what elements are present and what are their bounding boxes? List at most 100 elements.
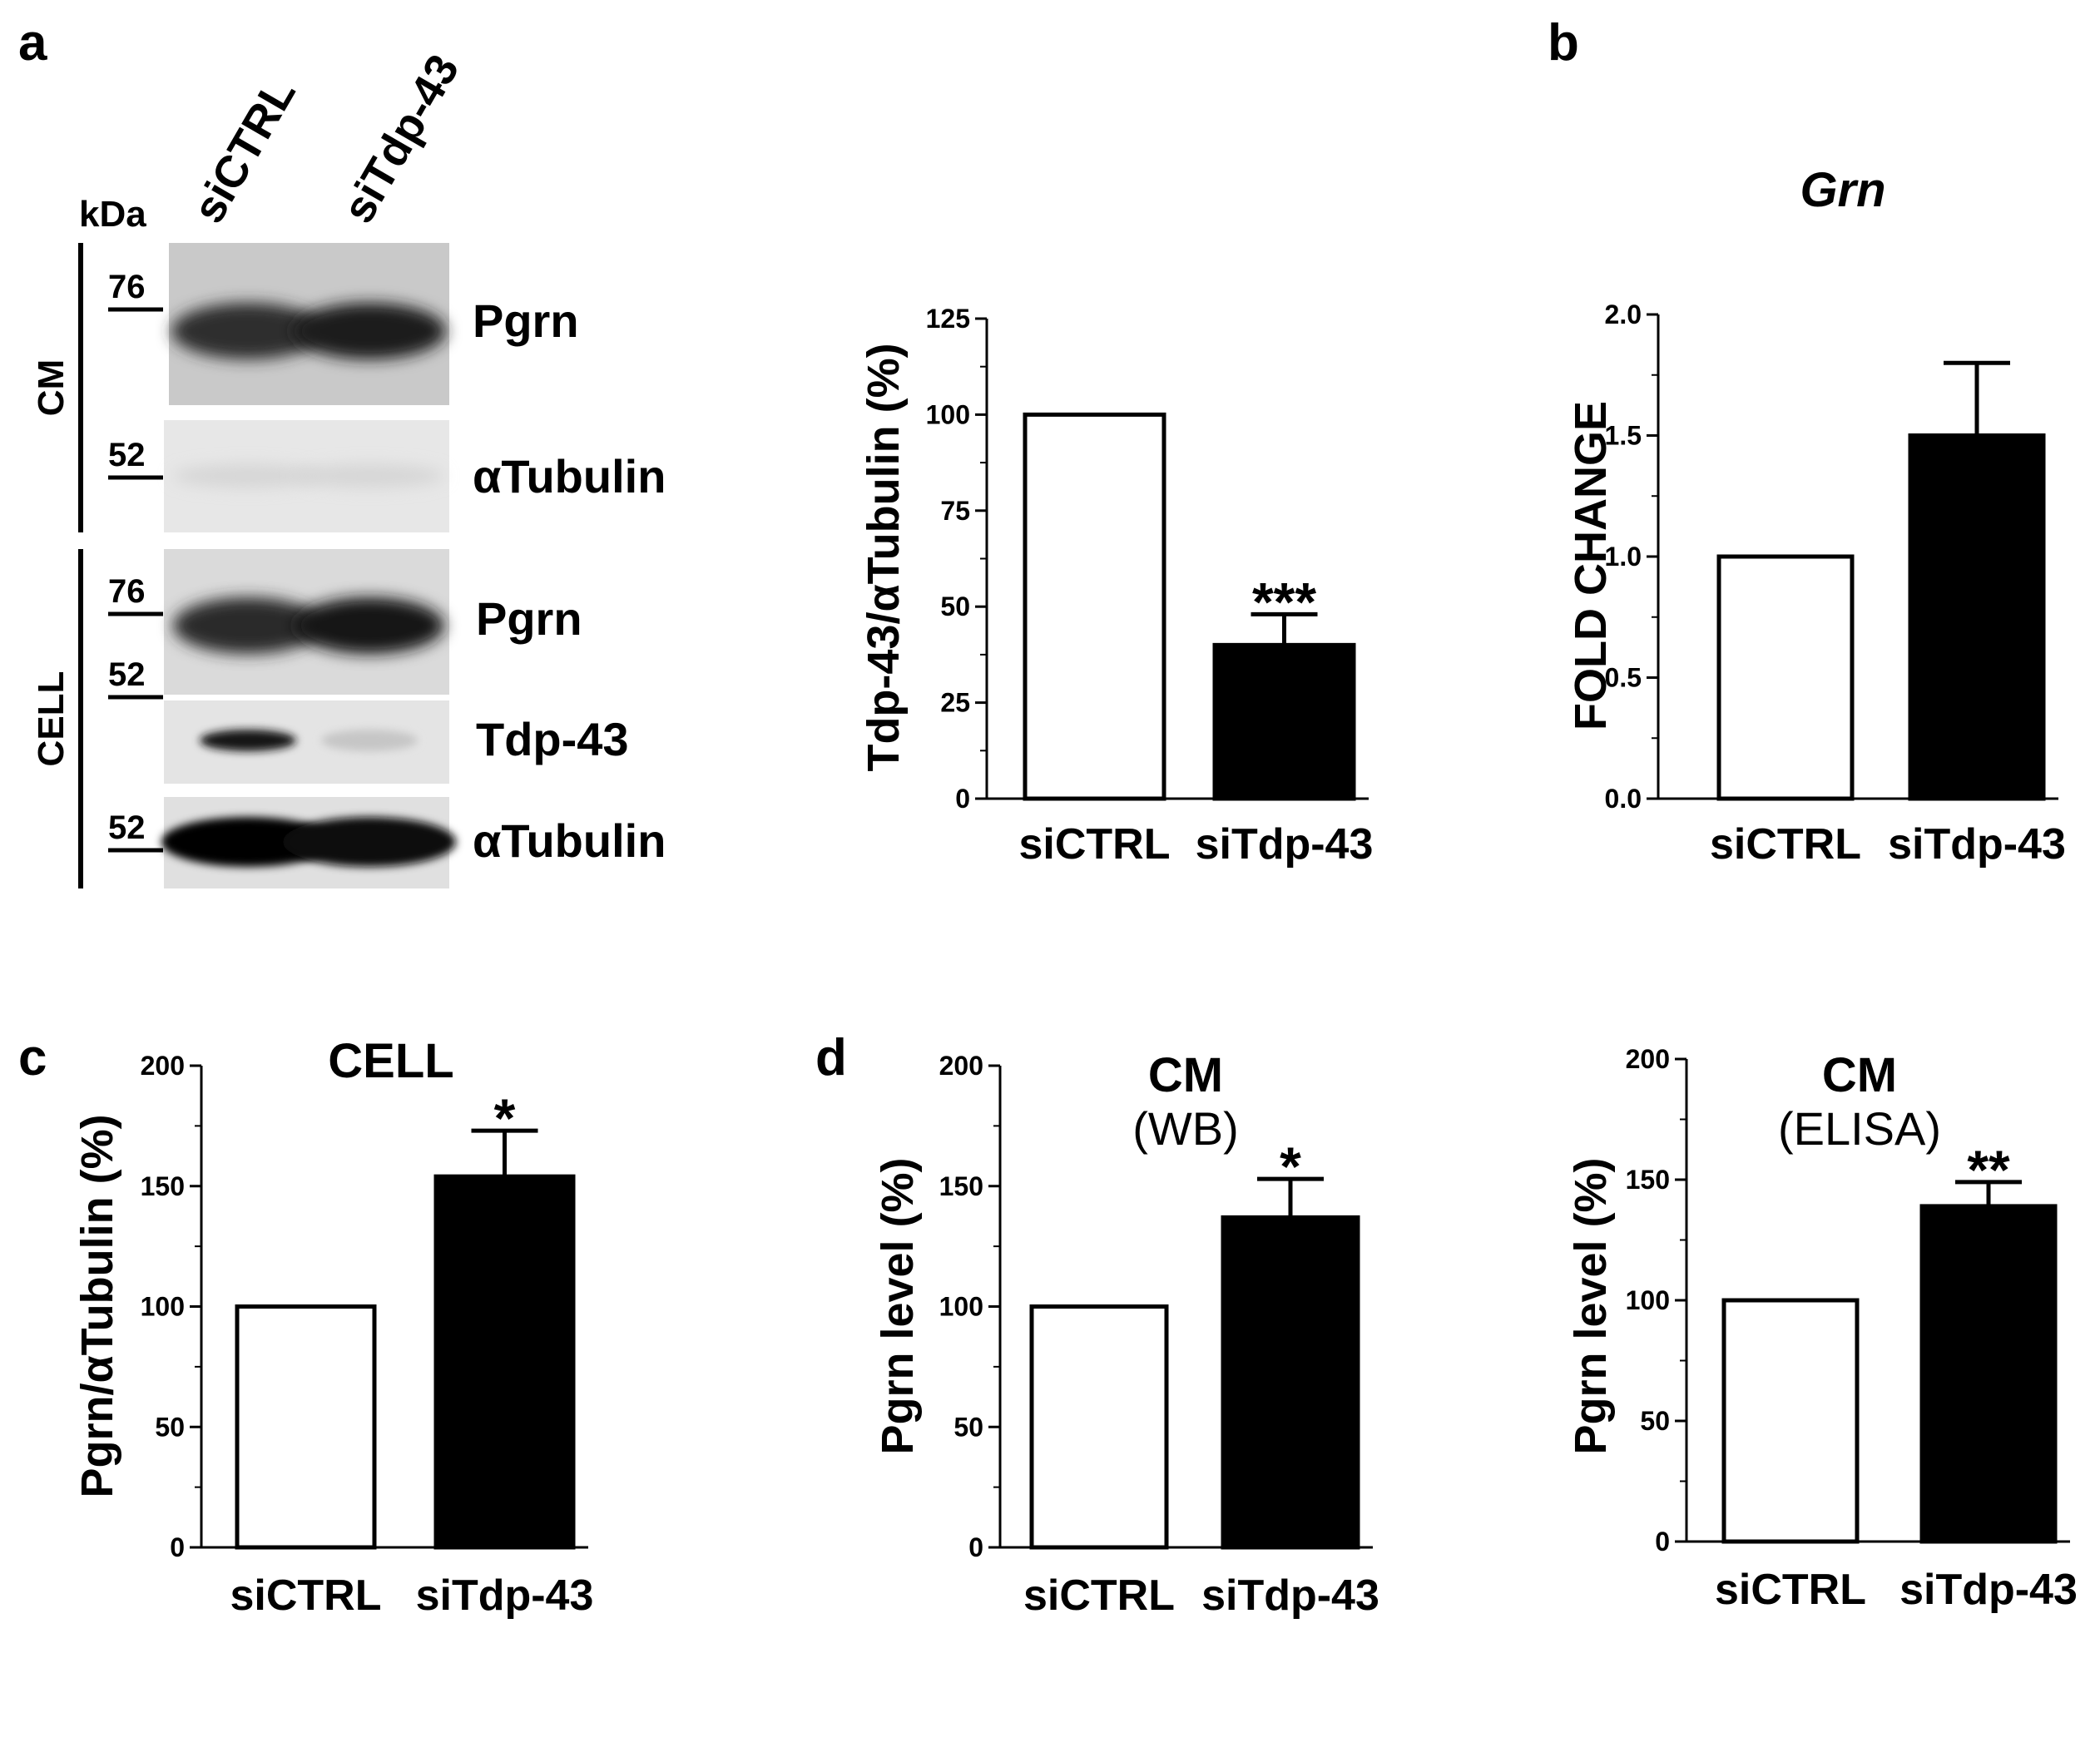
y-tick-label: 0 bbox=[1655, 1527, 1670, 1557]
svg-text:52: 52 bbox=[108, 437, 146, 473]
chart-subtitle: (ELISA) bbox=[1778, 1102, 1941, 1155]
y-tick-label: 2.0 bbox=[1605, 299, 1642, 329]
bar-siTdp-43 bbox=[1212, 642, 1356, 801]
bar-siTdp-43 bbox=[433, 1174, 576, 1550]
chart-a_quant: 0 25 50 75 100 125 Tdp-43/αTubulin (%) siCTRL **… bbox=[859, 304, 1373, 869]
y-tick-label: 75 bbox=[940, 496, 970, 526]
panel-letter-c: c bbox=[18, 1029, 47, 1086]
group-label-cm: CM bbox=[31, 359, 72, 416]
kda-label: kDa bbox=[79, 194, 146, 235]
blot-row-label-tubulin-cm: αTubulin bbox=[473, 450, 666, 502]
marker-52-cell: 52 bbox=[108, 656, 163, 700]
y-axis-label: Tdp-43/αTubulin (%) bbox=[859, 343, 909, 771]
y-axis-label: FOLD CHANGE bbox=[1566, 401, 1616, 730]
y-tick-label: 200 bbox=[1626, 1044, 1670, 1074]
chart-d_elisa: CM(ELISA) 0 50 100 150 200 Pgrn level (%) siCTR… bbox=[1566, 1044, 2078, 1614]
chart-c_cell: CELL 0 50 100 150 200 Pgrn/αTubulin (%) siCTRL *… bbox=[72, 1034, 593, 1620]
y-tick-label: 150 bbox=[939, 1171, 983, 1201]
significance-marker: * bbox=[494, 1087, 516, 1149]
x-category-label: siCTRL bbox=[1715, 1566, 1866, 1614]
chart-d_wb: CM(WB) 0 50 100 150 200 Pgrn level (%) siCTRL * s… bbox=[873, 1048, 1379, 1620]
significance-marker: * bbox=[1280, 1136, 1301, 1197]
blot-row-label-tubulin-cell: αTubulin bbox=[473, 814, 666, 867]
y-tick-label: 0 bbox=[968, 1532, 983, 1562]
y-tick-label: 0.5 bbox=[1605, 663, 1642, 693]
panel-letter-d: d bbox=[815, 1029, 847, 1086]
bar-siCTRL bbox=[1721, 1298, 1860, 1544]
blot-band bbox=[283, 817, 456, 867]
y-tick-label: 150 bbox=[141, 1171, 185, 1201]
bar-siCTRL bbox=[1716, 554, 1855, 801]
y-tick-label: 150 bbox=[1626, 1165, 1670, 1195]
marker-52-cm: 52 bbox=[108, 437, 163, 480]
y-tick-label: 1.0 bbox=[1605, 542, 1642, 572]
x-category-label: siTdp-43 bbox=[1888, 820, 2066, 869]
blot-band bbox=[295, 464, 444, 488]
blot-band bbox=[161, 817, 334, 867]
chart-b_grn: Grn 0.0 0.5 1.0 1.5 2.0 FOLD CHANGE siCTRL siTdp… bbox=[1566, 163, 2066, 869]
blot-band bbox=[171, 303, 324, 359]
bar-siTdp-43 bbox=[1221, 1215, 1360, 1550]
y-tick-label: 0 bbox=[170, 1532, 185, 1562]
y-axis-label: Pgrn/αTubulin (%) bbox=[72, 1114, 122, 1497]
x-category-label: siTdp-43 bbox=[1899, 1566, 2078, 1614]
svg-text:76: 76 bbox=[108, 269, 146, 305]
y-tick-label: 100 bbox=[1626, 1285, 1670, 1315]
panel-letter-a: a bbox=[18, 14, 47, 72]
svg-text:76: 76 bbox=[108, 573, 146, 610]
y-tick-label: 100 bbox=[939, 1292, 983, 1322]
y-tick-label: 50 bbox=[940, 591, 970, 621]
marker-76-cm: 76 bbox=[108, 269, 163, 312]
y-tick-label: 1.5 bbox=[1605, 421, 1642, 451]
chart-title: Grn bbox=[1800, 163, 1885, 217]
x-category-label: siTdp-43 bbox=[416, 1571, 594, 1620]
y-tick-label: 100 bbox=[926, 399, 970, 429]
bar-siCTRL bbox=[1029, 1304, 1169, 1550]
lane-label-siCTRL: siCTRL bbox=[183, 70, 305, 231]
chart-title: CM bbox=[1148, 1048, 1223, 1102]
chart-title: CELL bbox=[328, 1034, 453, 1088]
svg-text:52: 52 bbox=[108, 656, 146, 693]
bar-siTdp-43 bbox=[1919, 1204, 2058, 1544]
svg-text:52: 52 bbox=[108, 809, 146, 846]
group-label-cell: CELL bbox=[31, 671, 72, 767]
x-category-label: siCTRL bbox=[230, 1571, 382, 1620]
x-category-label: siTdp-43 bbox=[1196, 820, 1374, 869]
x-category-label: siCTRL bbox=[1710, 820, 1861, 869]
significance-marker: *** bbox=[1252, 571, 1316, 632]
y-tick-label: 50 bbox=[1640, 1406, 1670, 1436]
western-blot: kDa siCTRL siTdp-43 CM CELL 76 52 76 52 bbox=[31, 47, 666, 888]
bar-siTdp-43 bbox=[1908, 433, 2046, 801]
y-tick-label: 50 bbox=[155, 1412, 185, 1442]
x-category-label: siCTRL bbox=[1019, 820, 1171, 869]
y-tick-label: 200 bbox=[939, 1051, 983, 1081]
blot-band bbox=[321, 730, 418, 751]
blot-band bbox=[200, 730, 296, 751]
y-tick-label: 125 bbox=[926, 304, 970, 334]
y-tick-label: 0 bbox=[955, 784, 970, 814]
marker-76-cell: 76 bbox=[108, 573, 163, 616]
panel-letter-b: b bbox=[1548, 14, 1579, 72]
chart-subtitle: (WB) bbox=[1132, 1102, 1239, 1155]
significance-marker: ** bbox=[1967, 1139, 2010, 1200]
x-category-label: siTdp-43 bbox=[1201, 1571, 1379, 1620]
blot-band bbox=[293, 303, 446, 359]
blot-band bbox=[173, 597, 323, 654]
chart-title: CM bbox=[1822, 1048, 1897, 1102]
bar-siCTRL bbox=[235, 1304, 377, 1550]
blot-row-label-pgrn-cm: Pgrn bbox=[473, 294, 579, 347]
blot-band bbox=[295, 597, 444, 654]
y-tick-label: 100 bbox=[141, 1292, 185, 1322]
y-tick-label: 50 bbox=[953, 1412, 983, 1442]
y-axis-label: Pgrn level (%) bbox=[1566, 1157, 1616, 1454]
y-tick-label: 0.0 bbox=[1605, 784, 1642, 814]
bar-siCTRL bbox=[1023, 412, 1166, 801]
x-category-label: siCTRL bbox=[1023, 1571, 1175, 1620]
blot-row-label-tdp43-cell: Tdp-43 bbox=[476, 713, 629, 765]
marker-52-tubulin-cell: 52 bbox=[108, 809, 163, 853]
blot-band bbox=[173, 464, 323, 488]
lane-label-siTdp-43: siTdp-43 bbox=[333, 47, 468, 231]
blot-row-label-pgrn-cell: Pgrn bbox=[476, 592, 582, 645]
y-axis-label: Pgrn level (%) bbox=[873, 1157, 923, 1454]
